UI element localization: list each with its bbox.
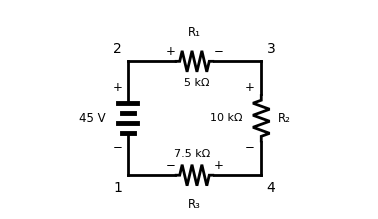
Text: R₃: R₃ — [188, 198, 201, 211]
Text: 4: 4 — [267, 181, 276, 195]
Text: 7.5 kΩ: 7.5 kΩ — [174, 149, 211, 159]
Text: +: + — [214, 159, 223, 172]
Text: 5 kΩ: 5 kΩ — [184, 78, 209, 88]
Text: +: + — [245, 81, 255, 94]
Text: 45 V: 45 V — [79, 112, 106, 125]
Text: −: − — [112, 141, 122, 154]
Text: +: + — [166, 45, 175, 58]
Text: 10 kΩ: 10 kΩ — [210, 113, 243, 123]
Text: 2: 2 — [113, 42, 122, 56]
Text: R₂: R₂ — [278, 112, 291, 125]
Text: −: − — [214, 45, 223, 58]
Text: −: − — [245, 141, 255, 154]
Text: +: + — [112, 81, 122, 94]
Text: −: − — [166, 159, 175, 172]
Text: 1: 1 — [113, 181, 122, 195]
Text: R₁: R₁ — [188, 26, 201, 39]
Text: 3: 3 — [267, 42, 276, 56]
